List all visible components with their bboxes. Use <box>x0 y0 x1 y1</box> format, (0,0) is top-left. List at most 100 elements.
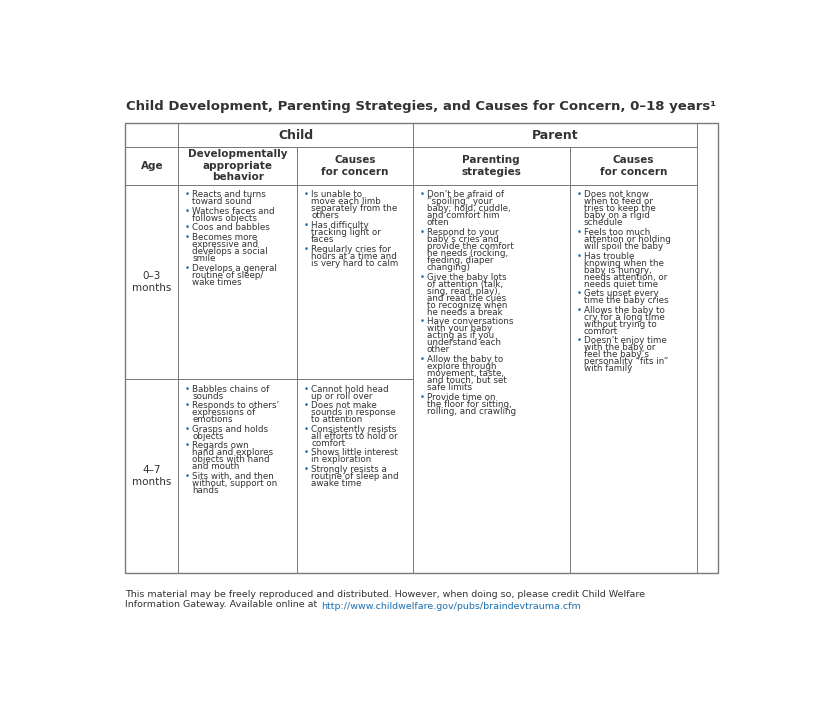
Text: hands: hands <box>192 486 219 495</box>
Text: Give the baby lots: Give the baby lots <box>426 273 506 282</box>
Text: he needs (rocking,: he needs (rocking, <box>426 249 508 258</box>
Text: baby is hungry,: baby is hungry, <box>584 266 651 274</box>
Text: personality “fits in”: personality “fits in” <box>584 357 668 366</box>
Text: explore through: explore through <box>426 362 496 371</box>
Text: •: • <box>576 228 582 237</box>
Text: Does not know: Does not know <box>584 190 649 199</box>
Text: Grasps and holds: Grasps and holds <box>192 425 269 433</box>
Text: objects: objects <box>192 432 224 441</box>
Text: objects with hand: objects with hand <box>192 455 270 464</box>
Text: acting as if you: acting as if you <box>426 331 494 341</box>
Text: •: • <box>185 472 191 481</box>
Text: separately from the: separately from the <box>311 204 397 213</box>
Text: up or roll over: up or roll over <box>311 392 372 400</box>
Text: Allow the baby to: Allow the baby to <box>426 355 503 364</box>
Text: to attention: to attention <box>311 415 362 424</box>
Text: understand each: understand each <box>426 338 500 348</box>
Text: 0–3
months: 0–3 months <box>132 271 171 293</box>
Text: needs attention, or: needs attention, or <box>584 273 667 282</box>
Text: Respond to your: Respond to your <box>426 228 498 237</box>
Text: •: • <box>576 190 582 199</box>
Text: Regards own: Regards own <box>192 441 249 450</box>
Text: Sits with, and then: Sits with, and then <box>192 472 274 481</box>
Text: and read the cues: and read the cues <box>426 294 506 302</box>
Text: baby; hold, cuddle,: baby; hold, cuddle, <box>426 204 510 213</box>
Bar <box>126 379 178 573</box>
Text: •: • <box>420 355 425 364</box>
Text: •: • <box>420 228 425 237</box>
Text: Causes
for concern: Causes for concern <box>321 155 389 176</box>
Text: Parent: Parent <box>531 129 579 142</box>
Bar <box>126 123 178 147</box>
Text: provide the comfort: provide the comfort <box>426 242 513 251</box>
Text: toward sound: toward sound <box>192 197 252 207</box>
Text: baby’s cries and: baby’s cries and <box>426 235 499 244</box>
Text: •: • <box>576 336 582 346</box>
Text: Provide time on: Provide time on <box>426 392 496 402</box>
Bar <box>412 147 570 185</box>
Text: •: • <box>304 190 309 199</box>
Text: Does not make: Does not make <box>311 401 377 410</box>
Text: Cannot hold head: Cannot hold head <box>311 384 389 394</box>
Text: Coos and babbles: Coos and babbles <box>192 223 271 233</box>
Text: without, support on: without, support on <box>192 479 278 488</box>
Text: Allows the baby to: Allows the baby to <box>584 306 664 315</box>
Text: •: • <box>576 306 582 315</box>
Text: •: • <box>420 392 425 402</box>
Text: Reacts and turns: Reacts and turns <box>192 190 267 199</box>
Text: to recognize when: to recognize when <box>426 301 507 310</box>
Text: all efforts to hold or: all efforts to hold or <box>311 432 398 441</box>
Text: •: • <box>420 273 425 282</box>
Text: Consistently resists: Consistently resists <box>311 425 396 433</box>
Text: •: • <box>304 401 309 410</box>
Text: •: • <box>304 245 309 253</box>
Text: develops a social: develops a social <box>192 247 268 256</box>
Text: in exploration: in exploration <box>311 455 372 464</box>
Text: follows objects: follows objects <box>192 214 258 223</box>
Text: rolling, and crawling: rolling, and crawling <box>426 407 516 415</box>
Text: cry for a long time: cry for a long time <box>584 312 664 322</box>
Text: emotions: emotions <box>192 415 233 424</box>
Text: hours at a time and: hours at a time and <box>311 251 397 261</box>
Bar <box>178 185 297 379</box>
Bar <box>126 123 718 573</box>
Text: sounds in response: sounds in response <box>311 408 395 417</box>
Text: others: others <box>311 212 339 220</box>
Text: routine of sleep/: routine of sleep/ <box>192 271 264 279</box>
Text: baby on a rigid: baby on a rigid <box>584 212 650 220</box>
Text: without trying to: without trying to <box>584 320 656 329</box>
Text: •: • <box>185 233 191 242</box>
Text: feeding, diaper: feeding, diaper <box>426 256 493 265</box>
Text: •: • <box>420 190 425 199</box>
Text: •: • <box>185 401 191 410</box>
Text: often: often <box>426 218 449 228</box>
Text: •: • <box>304 221 309 230</box>
Text: schedule: schedule <box>584 218 623 228</box>
Text: comfort: comfort <box>584 327 618 336</box>
Text: expressive and: expressive and <box>192 240 258 249</box>
Text: This material may be freely reproduced and distributed. However, when doing so, : This material may be freely reproduced a… <box>126 590 645 609</box>
Text: faces: faces <box>311 235 334 244</box>
Text: will spoil the baby: will spoil the baby <box>584 242 663 251</box>
Text: Shows little interest: Shows little interest <box>311 449 398 457</box>
Text: Becomes more: Becomes more <box>192 233 258 242</box>
Text: Has trouble: Has trouble <box>584 251 634 261</box>
Text: •: • <box>304 449 309 457</box>
Bar <box>297 379 412 573</box>
Text: •: • <box>304 465 309 474</box>
Text: with family: with family <box>584 364 632 374</box>
Bar <box>412 185 570 573</box>
Text: the floor for sitting,: the floor for sitting, <box>426 400 511 409</box>
Text: Child: Child <box>278 129 313 142</box>
Text: sing, read, play),: sing, read, play), <box>426 287 500 296</box>
Text: smile: smile <box>192 254 216 263</box>
Text: •: • <box>185 264 191 272</box>
Text: move each limb: move each limb <box>311 197 381 207</box>
Bar <box>297 147 412 185</box>
Text: safe limits: safe limits <box>426 383 472 392</box>
Text: •: • <box>185 223 191 233</box>
Bar <box>412 123 698 147</box>
Text: Parenting
strategies: Parenting strategies <box>461 155 521 176</box>
Text: expressions of: expressions of <box>192 408 256 417</box>
Text: Child Development, Parenting Strategies, and Causes for Concern, 0–18 years¹: Child Development, Parenting Strategies,… <box>126 100 716 113</box>
